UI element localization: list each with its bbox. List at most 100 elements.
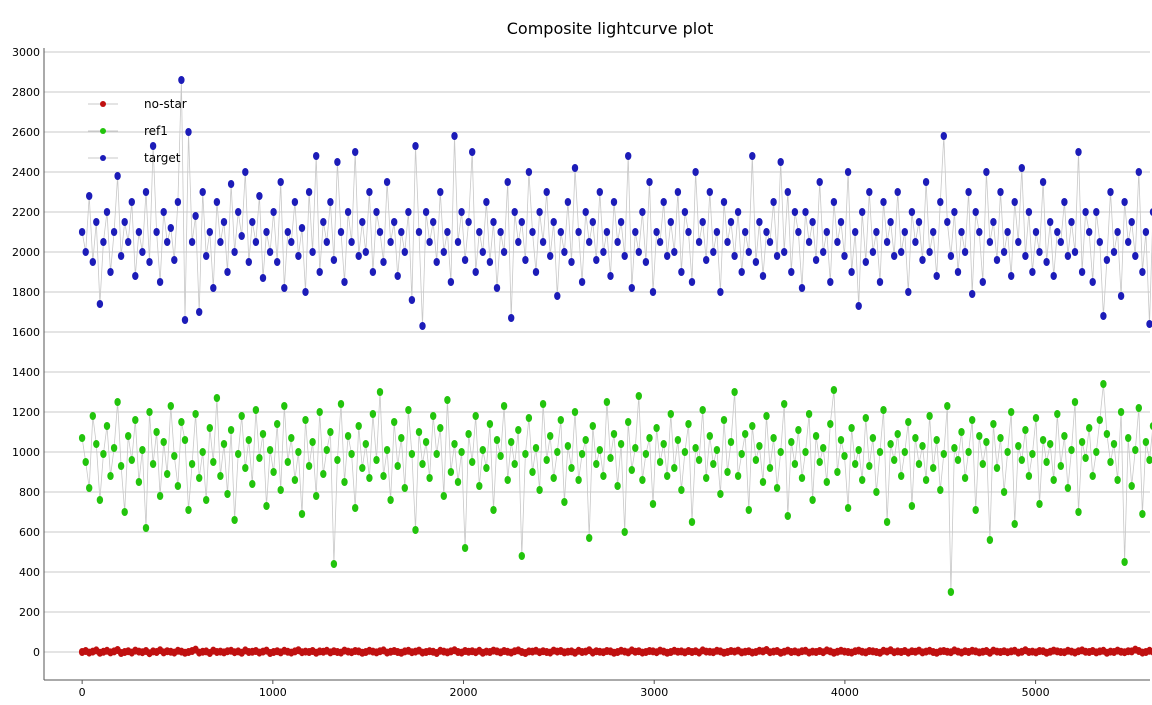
data-point [86, 484, 93, 492]
data-point [327, 198, 334, 206]
data-point [745, 248, 752, 256]
data-point [479, 248, 486, 256]
data-point [660, 198, 667, 206]
data-point [469, 458, 476, 466]
data-point [880, 198, 887, 206]
data-point [508, 314, 515, 322]
data-point [242, 464, 249, 472]
data-point [869, 248, 877, 256]
data-point [497, 228, 504, 236]
x-tick-label: 3000 [640, 686, 668, 699]
data-point [554, 448, 561, 456]
data-point [600, 248, 607, 256]
data-point [302, 416, 309, 424]
data-point [132, 272, 139, 280]
data-point [880, 406, 887, 414]
data-point [596, 188, 603, 196]
data-point [891, 456, 898, 464]
data-point [401, 484, 408, 492]
data-point [947, 252, 955, 260]
data-point [110, 444, 118, 452]
data-point [961, 248, 969, 256]
data-point [266, 446, 274, 454]
data-point [969, 416, 976, 424]
data-point [302, 288, 309, 296]
data-point [859, 476, 866, 484]
data-point [391, 418, 398, 426]
data-point [986, 536, 994, 544]
data-point [586, 238, 593, 246]
data-point [128, 198, 135, 206]
data-point [692, 444, 699, 452]
data-point [664, 252, 671, 260]
data-point [185, 506, 192, 514]
data-point [788, 268, 795, 276]
data-point [681, 208, 689, 216]
data-point [898, 248, 905, 256]
data-point [915, 460, 923, 468]
data-point [1022, 426, 1029, 434]
data-point [277, 486, 284, 494]
data-point [142, 524, 150, 532]
y-tick-label: 1800 [12, 286, 40, 299]
data-point [809, 496, 816, 504]
data-point [362, 248, 369, 256]
data-point [192, 212, 199, 220]
data-point [1018, 164, 1025, 172]
data-point [816, 458, 823, 466]
data-point [940, 132, 947, 140]
series-connector-line [81, 79, 1152, 327]
data-point [135, 228, 143, 236]
data-point [894, 430, 901, 438]
data-point [178, 418, 185, 426]
data-point [231, 248, 238, 256]
data-point [954, 268, 962, 276]
data-point [653, 424, 660, 432]
data-point [1039, 178, 1047, 186]
data-point [444, 228, 451, 236]
data-point [997, 434, 1004, 442]
data-point [550, 218, 557, 226]
data-point [469, 148, 476, 156]
data-point [188, 460, 196, 468]
data-point [795, 228, 802, 236]
data-point [210, 458, 217, 466]
data-point [905, 418, 912, 426]
data-point [288, 238, 295, 246]
data-point [430, 218, 437, 226]
data-point [110, 228, 118, 236]
data-point [78, 434, 86, 442]
data-point [908, 208, 916, 216]
data-point [100, 450, 107, 458]
data-point [855, 302, 862, 310]
data-point [773, 484, 781, 492]
data-point [149, 142, 157, 150]
data-point [486, 258, 494, 266]
data-point [305, 188, 313, 196]
legend-item-no-star: no-star [88, 97, 187, 111]
data-point [720, 198, 728, 206]
data-point [490, 218, 497, 226]
data-point [156, 278, 164, 286]
data-point [415, 428, 423, 436]
data-point [830, 386, 838, 394]
data-point [834, 238, 841, 246]
data-point [1000, 488, 1008, 496]
y-tick-label: 1600 [12, 326, 40, 339]
data-point [901, 228, 908, 236]
data-point [490, 506, 497, 514]
data-point [160, 438, 167, 446]
data-point [1107, 458, 1114, 466]
data-point [1132, 446, 1139, 454]
data-point [671, 464, 678, 472]
data-point [571, 408, 579, 416]
series-ref1 [78, 380, 1152, 596]
data-point [1011, 198, 1018, 206]
data-point [227, 426, 235, 434]
data-point [454, 478, 462, 486]
x-tick-label: 5000 [1022, 686, 1050, 699]
data-point [557, 416, 564, 424]
data-point [1047, 218, 1054, 226]
data-point [603, 398, 611, 406]
